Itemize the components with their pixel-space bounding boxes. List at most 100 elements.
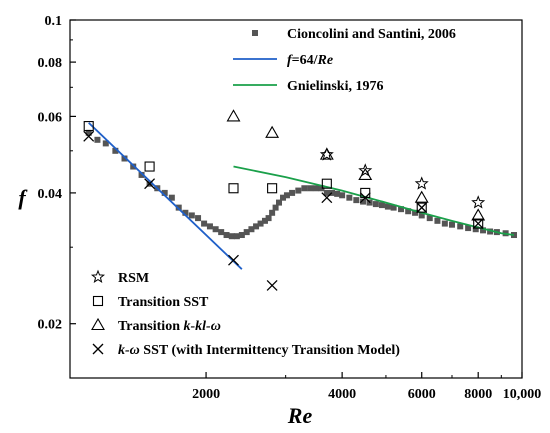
data-point bbox=[138, 171, 145, 178]
x-marker-stroke bbox=[472, 218, 484, 230]
legend-label-part: f bbox=[287, 53, 293, 68]
x-axis-title: Re bbox=[287, 403, 313, 428]
x-marker-stroke bbox=[266, 279, 278, 291]
data-point bbox=[405, 208, 412, 215]
data-series bbox=[83, 109, 517, 291]
data-point bbox=[267, 183, 278, 194]
legend-label: f=64/Re bbox=[287, 53, 333, 68]
legend-label-part: SST (with Intermittency Transition Model… bbox=[140, 343, 401, 358]
data-point bbox=[269, 209, 276, 216]
legend-label: Transition k-kl-ω bbox=[118, 319, 221, 334]
data-point bbox=[83, 121, 94, 132]
data-point bbox=[321, 178, 332, 189]
data-point bbox=[265, 125, 280, 138]
data-point bbox=[218, 229, 225, 236]
x-marker-stroke bbox=[92, 343, 104, 355]
data-point bbox=[323, 189, 330, 196]
data-point bbox=[390, 204, 397, 211]
data-point bbox=[233, 233, 240, 240]
data-point bbox=[312, 185, 319, 192]
series-line bbox=[233, 165, 515, 236]
x-marker-stroke bbox=[416, 202, 428, 214]
data-point bbox=[487, 228, 494, 235]
data-point bbox=[266, 279, 278, 291]
legend-marker-swatch bbox=[90, 269, 106, 283]
data-point bbox=[228, 254, 239, 266]
data-point bbox=[226, 109, 241, 122]
data-point bbox=[272, 204, 279, 211]
tick-labels: 2000 4000 6000 8000 10,000 0.02 0.04 0.06 0.08 0.… bbox=[38, 14, 542, 402]
data-point bbox=[295, 187, 302, 194]
data-point bbox=[426, 215, 433, 222]
legend-label-part: Transition SST bbox=[118, 295, 209, 310]
axis-ticks bbox=[69, 19, 523, 378]
legend-label-part: RSM bbox=[118, 271, 149, 286]
legend-marker-swatch bbox=[92, 295, 104, 307]
y-tick-label: 0.06 bbox=[38, 110, 63, 125]
data-point bbox=[418, 212, 425, 219]
data-point bbox=[414, 190, 429, 203]
data-point bbox=[334, 190, 341, 197]
y-tick-label: 0.04 bbox=[38, 187, 63, 202]
data-point bbox=[480, 227, 487, 234]
data-point bbox=[195, 215, 202, 222]
y-axis-title: f bbox=[18, 185, 28, 210]
data-point bbox=[307, 185, 314, 192]
data-point bbox=[283, 192, 290, 199]
legend-label: Gnielinski, 1976 bbox=[287, 79, 383, 94]
legend-label-part: Re bbox=[317, 53, 334, 68]
data-point bbox=[319, 147, 334, 161]
series-5 bbox=[226, 109, 486, 221]
data-point bbox=[228, 183, 239, 194]
series-line bbox=[88, 122, 243, 270]
data-point bbox=[289, 189, 296, 196]
data-point bbox=[378, 202, 385, 209]
legend-label-part: k-ω bbox=[118, 343, 140, 358]
data-point bbox=[412, 209, 419, 216]
data-point bbox=[448, 221, 455, 228]
data-point bbox=[346, 194, 353, 201]
data-point bbox=[441, 220, 448, 227]
legend-label-part: k-kl-ω bbox=[183, 319, 220, 334]
legend-label: Cioncolini and Santini, 2006 bbox=[287, 27, 456, 42]
x-marker-stroke bbox=[144, 178, 156, 190]
data-point bbox=[83, 130, 95, 142]
legend-label: RSM bbox=[118, 271, 149, 286]
x-tick-label: 4000 bbox=[328, 387, 356, 402]
data-point bbox=[457, 223, 464, 230]
data-point bbox=[398, 206, 405, 213]
data-point bbox=[276, 199, 283, 206]
legend-marker-swatch bbox=[252, 30, 258, 36]
data-point bbox=[223, 232, 230, 239]
data-point bbox=[265, 215, 272, 222]
data-point bbox=[280, 194, 287, 201]
data-point bbox=[318, 185, 325, 192]
data-point bbox=[144, 161, 155, 172]
data-point bbox=[319, 147, 334, 160]
data-point bbox=[473, 218, 484, 229]
data-point bbox=[228, 233, 235, 240]
data-point bbox=[416, 202, 428, 214]
data-point bbox=[188, 212, 195, 219]
data-point bbox=[358, 163, 373, 177]
data-point bbox=[372, 201, 379, 208]
series-1 bbox=[88, 122, 243, 270]
y-tick-label: 0.02 bbox=[38, 318, 63, 333]
data-point bbox=[384, 203, 391, 210]
data-point bbox=[360, 198, 367, 205]
data-point bbox=[206, 223, 213, 230]
data-point bbox=[212, 226, 219, 233]
data-point bbox=[182, 209, 189, 216]
data-point bbox=[85, 129, 92, 136]
x-marker-stroke bbox=[359, 192, 371, 204]
data-point bbox=[434, 217, 441, 224]
x-marker-stroke bbox=[321, 192, 333, 204]
data-point bbox=[359, 192, 371, 204]
plot-frame bbox=[69, 19, 523, 379]
data-point bbox=[329, 189, 336, 196]
data-point bbox=[261, 217, 268, 224]
y-tick-label: 0.1 bbox=[45, 14, 63, 29]
data-point bbox=[201, 220, 208, 227]
data-point bbox=[471, 195, 486, 209]
legend-marker-swatch bbox=[92, 343, 104, 355]
